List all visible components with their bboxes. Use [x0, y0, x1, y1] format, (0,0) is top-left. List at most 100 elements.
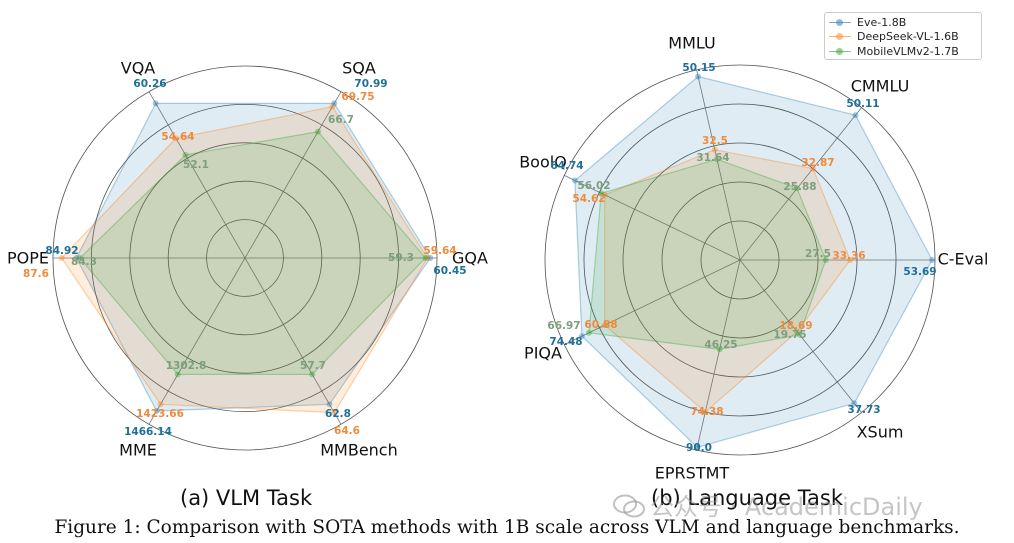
legend-label: MobileVLMv2-1.7B [857, 44, 959, 58]
value-label: 50.15 [682, 62, 715, 74]
axis-spoke [244, 257, 342, 425]
value-label: 1423.66 [136, 408, 184, 420]
axis-spoke [739, 107, 862, 261]
series-area-eve-1.8b [75, 102, 432, 412]
value-label: 54.64 [161, 131, 194, 143]
axis-label: XSum [857, 423, 904, 442]
data-point [58, 255, 65, 261]
value-label: 84.3 [71, 256, 97, 268]
value-label: 54.62 [572, 193, 605, 205]
figure-caption: Figure 1: Comparison with SOTA methods w… [54, 517, 960, 538]
axis-label: MME [119, 441, 157, 460]
axis-label: SQA [342, 59, 376, 78]
data-point [695, 73, 702, 80]
legend-entry: MobileVLMv2-1.7B [829, 44, 977, 59]
value-label: 84.92 [45, 245, 78, 257]
value-label: 60.45 [433, 265, 466, 277]
legend: Eve-1.8B DeepSeek-VL-1.6B MobileVLMv2-1.… [824, 12, 982, 60]
axis-label: C-Eval [938, 250, 989, 269]
value-label: 53.69 [903, 266, 936, 278]
data-point [571, 177, 578, 184]
value-label: 31.64 [696, 152, 729, 164]
axis-spoke [564, 175, 741, 261]
data-point [424, 255, 431, 261]
data-point [73, 255, 80, 261]
axis-label: BoolQ [519, 153, 567, 172]
data-point [796, 331, 803, 338]
subplot-title-language: (b) Language Task [651, 486, 844, 510]
series-area-deepseek-vl-1.6b [604, 149, 851, 413]
value-label: 25.88 [783, 181, 816, 193]
legend-marker [829, 46, 851, 56]
value-label: 70.99 [354, 78, 387, 90]
watermark: 公众号 · AcademicDaily [612, 487, 923, 522]
wechat-icon [613, 494, 645, 518]
axis-spoke [739, 259, 862, 413]
value-label: 74.48 [549, 336, 582, 348]
value-label: 50.11 [846, 98, 879, 110]
axis-spoke [148, 91, 246, 259]
data-point [172, 135, 179, 142]
data-point [716, 346, 723, 353]
series-area-mobilevlmv2-1.7b [588, 158, 827, 351]
data-point [427, 255, 434, 261]
value-label: 60.26 [133, 78, 166, 90]
data-point [852, 112, 859, 119]
axis-label: MMLU [668, 34, 715, 53]
value-label: 64.74 [550, 160, 583, 172]
axis-label: GQA [452, 249, 488, 268]
axis-label: VQA [121, 59, 156, 78]
axis-spoke [696, 69, 741, 261]
data-point [422, 255, 429, 261]
data-point [326, 401, 333, 408]
data-point [182, 151, 189, 158]
value-label: 59.64 [423, 245, 456, 257]
data-point [329, 103, 336, 110]
value-label: 46.25 [704, 339, 737, 351]
value-label: 18.69 [779, 320, 812, 332]
value-label: 27.5 [805, 248, 831, 260]
data-point [794, 328, 801, 335]
series-area-deepseek-vl-1.6b [60, 106, 429, 414]
value-label: 66.97 [547, 320, 580, 332]
subplot-title-vlm: (a) VLM Task [180, 486, 313, 510]
data-point [601, 191, 608, 198]
value-label: 62.8 [325, 408, 351, 420]
value-label: 66.7 [328, 114, 354, 126]
value-label: 19.75 [773, 329, 806, 341]
value-label: 32.87 [801, 157, 834, 169]
value-label: 64.6 [334, 425, 360, 437]
legend-marker [829, 17, 851, 27]
value-label: 74.38 [690, 406, 723, 418]
data-point [76, 255, 83, 261]
value-label: 52.1 [183, 159, 209, 171]
axis-spoke [148, 257, 246, 425]
value-label: 1302.8 [166, 360, 207, 372]
legend-entry: DeepSeek-VL-1.6B [829, 30, 977, 45]
data-point [309, 371, 316, 378]
axis-spoke [564, 259, 741, 345]
data-point [851, 400, 858, 407]
data-point [174, 371, 181, 378]
axis-label: EPRSTMT [655, 464, 730, 483]
data-point [702, 409, 709, 416]
value-label: 69.75 [341, 91, 374, 103]
axis-label: POPE [7, 249, 49, 268]
value-label: 87.6 [23, 268, 49, 280]
data-point [315, 128, 321, 135]
value-label: 32.5 [702, 135, 728, 147]
value-label: 59.3 [388, 252, 414, 264]
data-point [822, 257, 829, 263]
data-point [153, 408, 160, 414]
axis-label: PIQA [524, 344, 562, 363]
value-label: 60.88 [584, 319, 617, 331]
data-point [711, 146, 718, 153]
series-area-eve-1.8b [574, 75, 933, 448]
value-label: 37.73 [847, 404, 880, 416]
data-point [598, 190, 605, 197]
watermark-text: 公众号 · AcademicDaily [650, 493, 923, 521]
data-point [847, 257, 854, 263]
data-point [331, 409, 338, 416]
data-point [794, 185, 801, 192]
